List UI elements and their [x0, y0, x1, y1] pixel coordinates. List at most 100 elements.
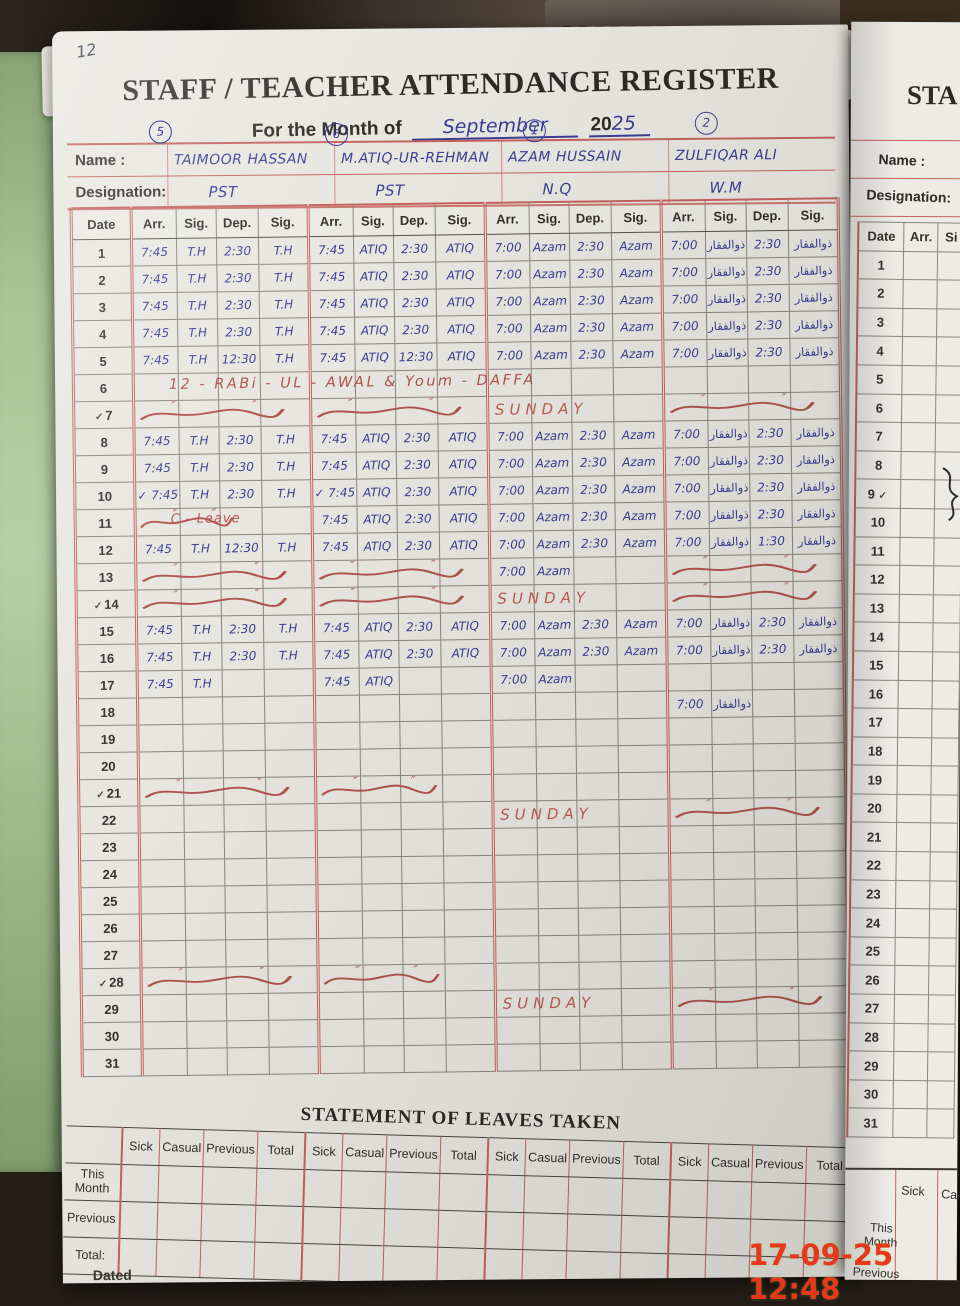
- leaves-col-header: Sick: [121, 1127, 161, 1166]
- red-wave-mark: [140, 408, 285, 420]
- handwritten-entry: ATIQ: [364, 673, 393, 689]
- att-cell: Azam: [614, 529, 666, 557]
- att-cell: [317, 938, 363, 966]
- att-cell: ATIQ: [355, 424, 396, 453]
- handwritten-entry: Azam: [623, 616, 658, 632]
- leaves-cell: [666, 1253, 706, 1284]
- att-cell: [399, 748, 443, 776]
- leaves-corner: [65, 1125, 123, 1165]
- sunday-note: SUNDAY: [494, 399, 588, 419]
- att-cell: ذوالفقار: [711, 689, 753, 718]
- att-cell: [798, 1039, 850, 1068]
- handwritten-entry: 7:45: [319, 350, 347, 366]
- att-cell: 2:30: [395, 424, 438, 452]
- att-cell: [578, 961, 621, 990]
- handwritten-entry: 7:00: [496, 429, 524, 444]
- date-cell: 27: [80, 940, 142, 969]
- att-cell: [795, 769, 846, 798]
- rp-row-26: 26: [849, 965, 956, 996]
- leaves-row-label: Previous: [63, 1199, 121, 1239]
- att-cell: [224, 885, 268, 913]
- leaves-col-header: Previous: [203, 1129, 258, 1169]
- red-wave-mark: [321, 784, 437, 796]
- att-cell: [796, 850, 847, 879]
- att-cell: ATIQ: [358, 640, 399, 669]
- att-cell: SUNDAY: [489, 584, 590, 613]
- red-wave-mark: [140, 517, 233, 528]
- handwritten-entry: ذوالفقار: [798, 640, 838, 657]
- handwritten-entry: 7:45: [146, 649, 174, 665]
- att-cell: ذوالفقار: [705, 284, 748, 313]
- leaves-col-header: Total: [439, 1136, 488, 1175]
- att-cell: 2:30: [572, 529, 616, 558]
- rp-header-row: Date Arr. Si: [858, 221, 960, 252]
- att-cell: T.H: [179, 480, 220, 509]
- att-cell: [793, 661, 845, 690]
- att-cell: ذوالفقار: [793, 607, 844, 636]
- att-cell: [756, 1040, 800, 1068]
- att-cell: [265, 803, 317, 832]
- att-cell: [754, 905, 798, 933]
- handwritten-entry: 2:30: [758, 614, 786, 630]
- att-cell: [538, 935, 579, 963]
- att-cell: ATIQ: [356, 478, 397, 507]
- att-cell: Azam: [611, 259, 662, 287]
- att-cell: ″ ″: [133, 398, 285, 429]
- handwritten-entry: Azam: [621, 427, 656, 443]
- att-cell: [752, 743, 796, 771]
- att-cell: [493, 881, 538, 910]
- col-header: Arr.: [484, 202, 530, 235]
- handwritten-entry: 7:00: [495, 321, 523, 336]
- rp-cell: [899, 622, 934, 652]
- att-cell: T.H: [181, 669, 223, 698]
- att-cell: ″ ″: [663, 391, 815, 422]
- att-cell: ✓ 7:45: [311, 479, 357, 507]
- handwritten-entry: 7:45: [318, 296, 346, 312]
- att-cell: ″ ″: [315, 774, 437, 804]
- att-cell: 1:30: [750, 527, 793, 555]
- att-cell: [754, 851, 797, 879]
- att-cell: [398, 667, 442, 695]
- handwritten-entry: 2:30: [405, 619, 433, 635]
- att-cell: [444, 936, 495, 964]
- leaves-cell: [340, 1207, 386, 1246]
- att-cell: ذوالفقار: [790, 445, 842, 474]
- handwritten-entry: ATIQ: [446, 294, 475, 310]
- att-cell: [403, 1017, 446, 1046]
- att-cell: 7:45: [135, 535, 181, 563]
- leaves-cell: [253, 1242, 302, 1281]
- att-cell: 2:30: [396, 532, 440, 560]
- att-cell: Azam: [614, 502, 665, 530]
- rp-date-cell: 1: [857, 250, 905, 280]
- att-cell: 7:00: [489, 557, 534, 586]
- handwritten-entry: ATIQ: [363, 538, 392, 554]
- att-cell: Azam: [532, 503, 573, 531]
- handwritten-entry: Azam: [620, 346, 655, 362]
- att-cell: 7:00: [663, 447, 709, 476]
- att-cell: 2:30: [216, 264, 259, 292]
- att-cell: [361, 883, 402, 912]
- handwritten-entry: ATIQ: [446, 267, 475, 283]
- rp-cell: [903, 251, 938, 281]
- rp-cell: [937, 251, 960, 281]
- rp-date-cell: 17: [852, 707, 899, 738]
- rp-cell: [893, 1051, 929, 1081]
- att-cell: 2:30: [748, 419, 791, 447]
- rp-row-11: 11: [854, 536, 960, 567]
- leaves-cell: [484, 1211, 525, 1250]
- red-wave-mark: [671, 563, 817, 575]
- rp-cell: [927, 1080, 955, 1110]
- rp-cell: [933, 565, 960, 595]
- att-cell: 2:30: [751, 608, 794, 636]
- att-cell: 2:30: [569, 259, 612, 288]
- leaves-col-header: Casual: [159, 1128, 205, 1167]
- handwritten-entry: 7:45: [142, 352, 170, 368]
- leaves-cell: [301, 1206, 342, 1245]
- month-handwritten: September: [411, 113, 579, 141]
- att-cell: [223, 804, 267, 832]
- handwritten-entry: T.H: [189, 460, 209, 475]
- att-cell: 7:00: [664, 474, 709, 503]
- handwritten-entry: 7:45: [322, 647, 351, 663]
- leaves-col-header: Casual: [342, 1133, 388, 1172]
- rp-col-sig: Si: [937, 222, 960, 252]
